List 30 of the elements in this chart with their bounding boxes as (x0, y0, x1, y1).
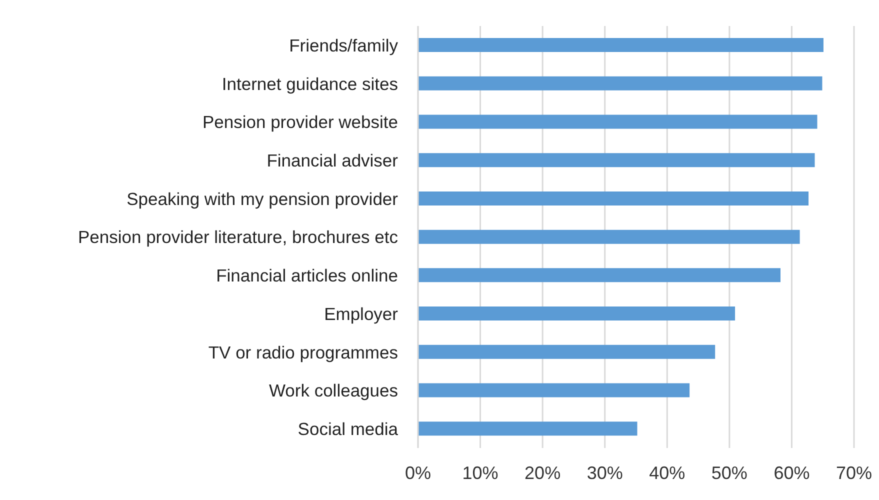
bar (418, 153, 815, 168)
x-tick-label: 50% (711, 462, 748, 483)
bar (418, 383, 690, 398)
y-tick-label: Employer (324, 304, 398, 324)
bar (418, 230, 800, 244)
x-tick-label: 20% (524, 462, 561, 483)
bar (418, 191, 809, 206)
bar (418, 344, 716, 359)
y-tick-label: Social media (298, 419, 398, 440)
y-tick-label: Work colleagues (268, 380, 398, 401)
y-tick-label: Financial adviser (266, 150, 398, 170)
x-tick-label: 70% (836, 462, 872, 483)
y-tick-label: Friends/family (289, 35, 398, 56)
x-tick-label: 10% (462, 462, 498, 483)
y-tick-label: TV or radio programmes (208, 342, 398, 362)
bar (418, 306, 736, 321)
x-tick-label: 30% (586, 462, 623, 483)
bar (418, 76, 822, 90)
y-tick-label: Internet guidance sites (222, 74, 398, 94)
y-tick-label: Financial articles online (216, 266, 398, 286)
x-tick-label: 40% (649, 462, 686, 483)
x-tick-label: 60% (774, 462, 810, 483)
bar (418, 422, 638, 436)
bar (418, 268, 781, 282)
y-tick-label: Speaking with my pension provider (126, 188, 398, 209)
y-tick-label: Pension provider website (202, 112, 398, 132)
bar (418, 114, 818, 129)
bar (418, 38, 824, 52)
x-tick-label: 0% (404, 462, 432, 483)
y-tick-label: Pension provider literature, brochures etc (78, 227, 398, 248)
